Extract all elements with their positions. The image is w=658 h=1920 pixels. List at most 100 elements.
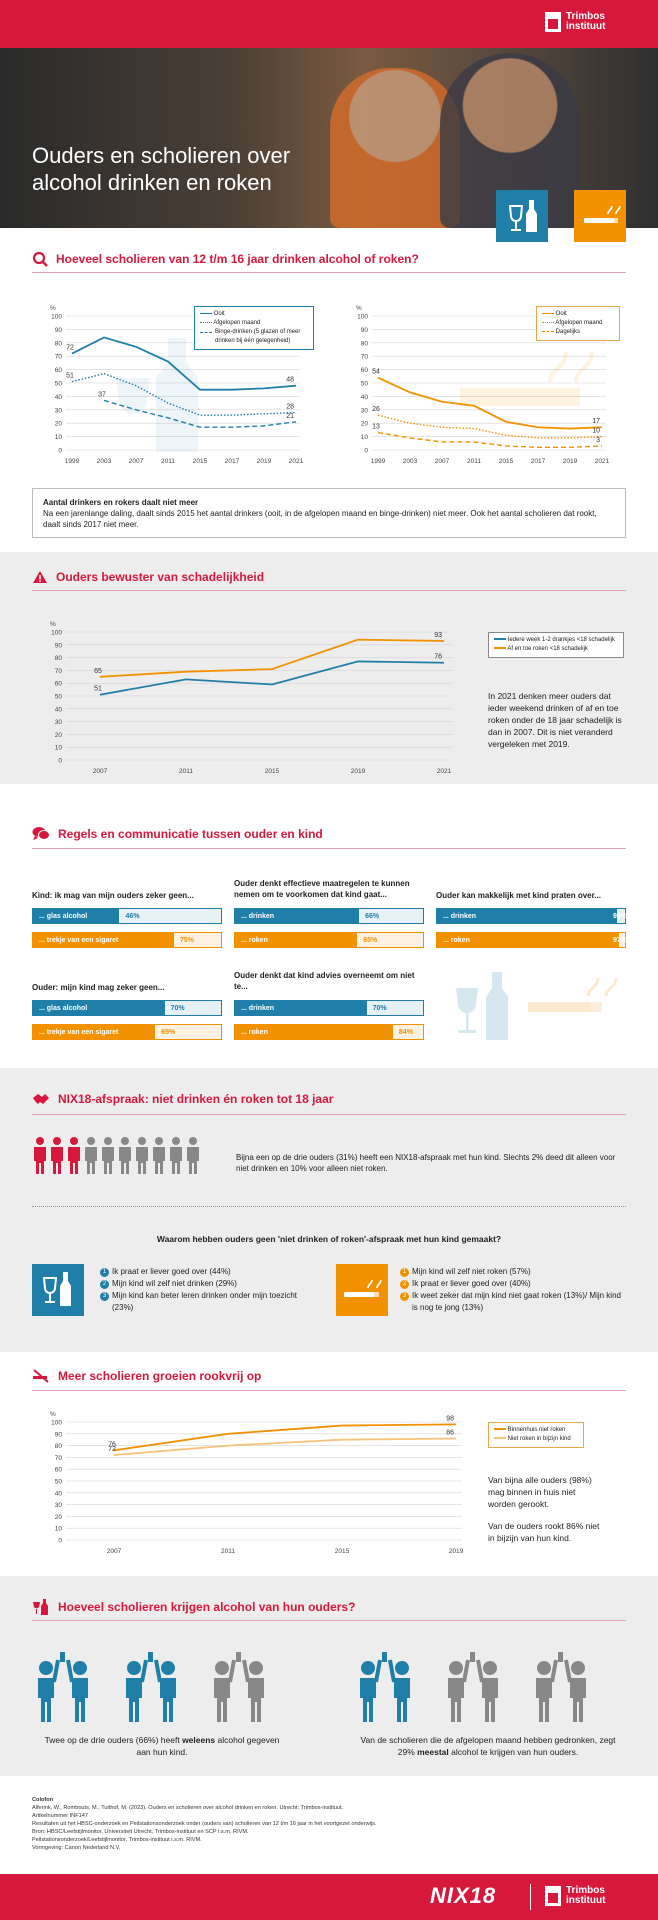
percentage-bar: ... drinken 66% xyxy=(234,908,424,924)
section2-title: Ouders bewuster van schadelijkheid xyxy=(56,570,265,584)
bar-fill: ... glas alcohol xyxy=(33,909,120,923)
y-axis-label: % xyxy=(356,305,362,312)
y-axis-label: % xyxy=(50,305,56,312)
colofon-title: Colofon xyxy=(32,1797,54,1803)
glass-watermark-icon xyxy=(116,378,150,414)
reason-text: Ik praat er liever goed over (44%) xyxy=(112,1267,231,1276)
legend-item: Ooit xyxy=(200,310,308,319)
data-label: 93 xyxy=(434,632,442,639)
bar-label: ... trekje van een sigaret xyxy=(39,1028,119,1036)
toast-figures-left xyxy=(28,1648,298,1728)
section1-header: Hoeveel scholieren van 12 t/m 16 jaar dr… xyxy=(32,251,419,267)
bar-label: ... trekje van een sigaret xyxy=(39,936,119,944)
logo-line2: instituut xyxy=(566,1895,606,1906)
data-label: 54 xyxy=(372,369,380,376)
section4-divider xyxy=(32,1206,626,1207)
top-bar xyxy=(0,0,658,48)
percentage-bar: ... drinken 70% xyxy=(234,1000,424,1016)
bar-fill: ... trekje van een sigaret xyxy=(33,933,174,947)
bar-percentage: 65% xyxy=(363,936,378,944)
colofon-lines: Alferink, W., Rombouts, M., Tuithof, M. … xyxy=(32,1804,626,1852)
bar-percentage: 70% xyxy=(170,1004,185,1012)
y-tick-label: 70 xyxy=(55,1455,63,1462)
section3-rule xyxy=(32,848,626,849)
bar-percentage: 84% xyxy=(398,1028,413,1036)
y-tick-label: 90 xyxy=(55,327,63,334)
section4-text: Bijna een op de drie ouders (31%) heeft … xyxy=(236,1153,616,1173)
x-tick-label: 2007 xyxy=(93,768,108,775)
bar-percentage: 70% xyxy=(372,1004,387,1012)
data-label: 76 xyxy=(108,1441,116,1448)
y-tick-label: 100 xyxy=(51,314,62,321)
y-tick-label: 30 xyxy=(55,719,63,726)
harm-chart-legend: Iedere week 1-2 drankjes <18 schadelijk … xyxy=(488,632,624,658)
reason-item: 3 Ik weet zeker dat mijn kind niet gaat r… xyxy=(400,1290,626,1314)
x-tick-label: 2017 xyxy=(225,458,240,465)
colofon-line: Artikelnummer INF147 xyxy=(32,1813,88,1819)
data-label: 72 xyxy=(108,1446,116,1453)
x-tick-label: 2003 xyxy=(97,458,112,465)
smokefree-chart-legend: Binnenhuis niet roken Niet roken in bijz… xyxy=(488,1422,584,1448)
legend-item: Binnenhuis niet roken xyxy=(494,1426,578,1435)
y-axis-label: % xyxy=(50,1411,56,1418)
x-tick-label: 2019 xyxy=(449,1548,464,1555)
y-tick-label: 70 xyxy=(55,354,63,361)
y-tick-label: 60 xyxy=(55,681,63,688)
colofon-line: Alferink, W., Rombouts, M., Tuithof, M. … xyxy=(32,1805,344,1811)
person-icon xyxy=(187,1137,199,1174)
reason-text: Ik weet zeker dat mijn kind niet gaat ro… xyxy=(412,1291,621,1312)
section4-title: NIX18-afspraak: niet drinken én roken to… xyxy=(58,1092,334,1106)
hero-figure-boy xyxy=(330,68,460,228)
section5-title: Meer scholieren groeien rookvrij op xyxy=(58,1369,262,1383)
data-label: 37 xyxy=(98,391,106,398)
y-tick-label: 40 xyxy=(55,394,63,401)
bar-percentage: 66% xyxy=(365,912,380,920)
section5-text2: Van de ouders rookt 86% niet in bijzijn … xyxy=(488,1521,600,1543)
x-tick-label: 2015 xyxy=(193,458,208,465)
handshake-icon xyxy=(33,1094,49,1104)
footer-trimbos-logo[interactable]: Trimbos instituut xyxy=(545,1886,605,1906)
bar-fill: ... roken xyxy=(437,933,620,947)
warning-icon xyxy=(33,571,47,583)
y-tick-label: 0 xyxy=(58,448,62,455)
percentage-bar: ... glas alcohol 70% xyxy=(32,1000,222,1016)
toasting-people-icon xyxy=(360,1652,586,1722)
y-tick-label: 0 xyxy=(58,758,62,765)
data-label: 86 xyxy=(446,1430,454,1437)
no-smoking-icon xyxy=(33,1369,49,1383)
section2-text: In 2021 denken meer ouders dat ieder wee… xyxy=(488,691,622,749)
summary-text: Na een jarenlange daling, daalt sinds 20… xyxy=(43,509,597,529)
person-icon xyxy=(136,1137,148,1174)
section5-text1: Van bijna alle ouders (98%) mag binnen i… xyxy=(488,1475,592,1509)
reason-number: 1 xyxy=(100,1267,109,1277)
series-line xyxy=(377,431,603,449)
hero-title-line1: Ouders en scholieren over xyxy=(32,143,291,168)
bar-fill: ... drinken xyxy=(437,909,618,923)
y-tick-label: 90 xyxy=(361,327,369,334)
legend-item: Afgelopen maand xyxy=(200,319,308,328)
x-tick-label: 2021 xyxy=(437,768,452,775)
x-tick-label: 1999 xyxy=(371,458,386,465)
section6-title: Hoeveel scholieren krijgen alcohol van h… xyxy=(58,1600,356,1614)
trimbos-logo[interactable]: Trimbos instituut xyxy=(545,12,605,32)
percentage-bar: ... roken 65% xyxy=(234,932,424,948)
reason-number: 2 xyxy=(400,1279,409,1289)
data-label: 10 xyxy=(592,428,600,435)
hero-photo xyxy=(0,48,658,228)
series-line xyxy=(99,638,445,678)
y-tick-label: 20 xyxy=(361,421,369,428)
colofon-line: Peilstationsonderzoek/Leefstijlmonitor, … xyxy=(32,1837,202,1843)
y-tick-label: 90 xyxy=(55,642,63,649)
cigarette-watermark-icon xyxy=(460,388,580,406)
section3-header: Regels en communicatie tussen ouder en k… xyxy=(32,826,323,841)
section6-text-right: Van de scholieren die de afgelopen maand… xyxy=(360,1735,616,1757)
person-icon xyxy=(102,1137,114,1174)
y-tick-label: 80 xyxy=(361,340,369,347)
nix18-logo[interactable]: NIX18 xyxy=(430,1883,497,1908)
reason-text: Mijn kind wil zelf niet drinken (29%) xyxy=(112,1279,237,1288)
toasting-people-icon xyxy=(38,1652,264,1722)
legend-item: Af en toe roken <18 schadelijk xyxy=(494,645,618,654)
legend-item: Binge-drinken (5 glazen of meer drinken … xyxy=(200,328,308,346)
logo-mark-icon xyxy=(545,1886,561,1906)
data-label: 51 xyxy=(66,373,74,380)
